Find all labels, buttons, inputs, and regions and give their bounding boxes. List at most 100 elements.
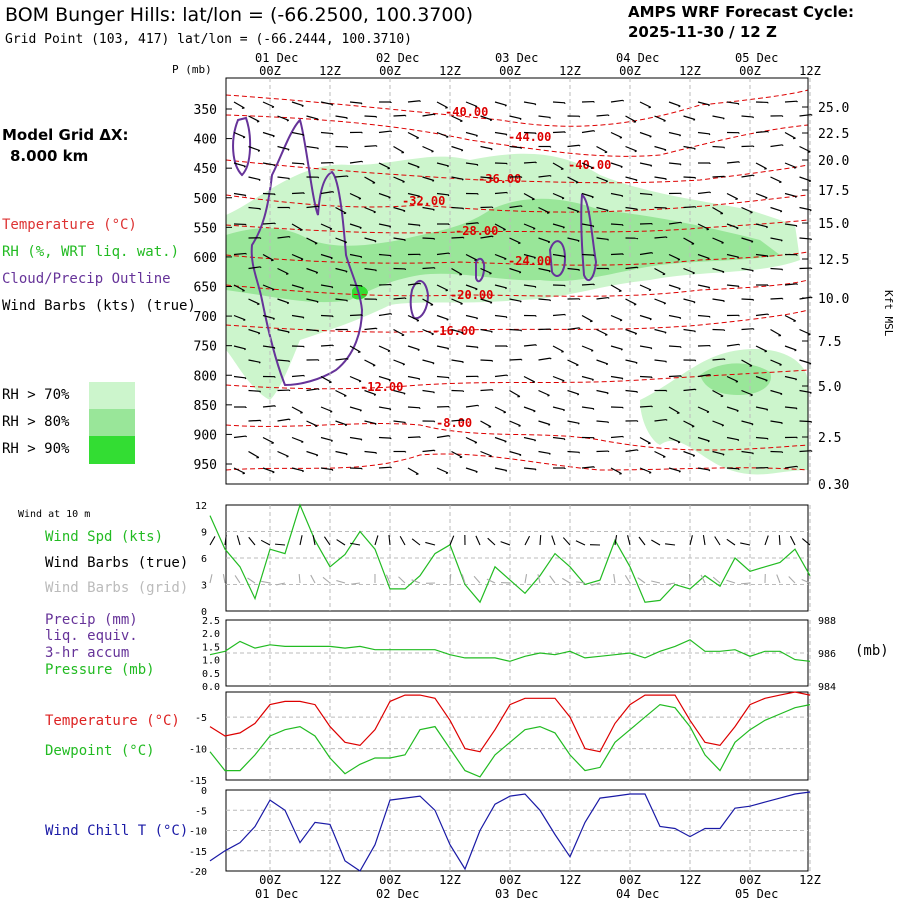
forecast-cycle-value: 2025-11-30 / 12 Z: [628, 23, 777, 41]
wind-barb-shaft: [436, 345, 449, 350]
wind-barb-shaft: [451, 267, 463, 276]
wind-barb-flag: [432, 362, 435, 365]
wind-barb-grid: [666, 582, 676, 586]
wind-barb-shaft: [277, 145, 290, 150]
wind-barb-flag: [794, 166, 797, 169]
wind-barb-flag: [375, 327, 378, 330]
wind-barb-flag: [287, 331, 290, 334]
wind-barb-shaft: [451, 328, 464, 334]
wind-barb-flag: [244, 194, 247, 197]
wind-barb-flag: [736, 227, 739, 230]
wind-barb-shaft: [248, 206, 261, 210]
wind-barb-flag: [431, 333, 434, 336]
wind-barb-shaft: [364, 359, 376, 366]
bottom-hour-label: 00Z: [259, 873, 281, 887]
height-tick-label: 12.5: [818, 253, 849, 268]
wind-barb-flag: [678, 288, 681, 291]
wind-barb-flag: [621, 377, 624, 380]
legend-rh80-swatch: [89, 409, 135, 436]
wind-barb-shaft: [552, 253, 565, 257]
wind-barb-true: [627, 535, 631, 546]
wind-barb-shaft: [277, 450, 289, 457]
wind-barb-flag: [490, 301, 493, 304]
wind-barb-shaft: [277, 298, 290, 304]
wind-barb-flag: [302, 134, 305, 137]
pressure-tick-label: 350: [194, 103, 217, 118]
wind-barb-shaft: [494, 253, 507, 260]
wind-barb-shaft: [538, 206, 550, 214]
pressure-tick-label: 600: [194, 251, 217, 266]
wind-barb-shaft: [320, 253, 333, 259]
wind-barb-shaft: [349, 406, 362, 411]
wind-barb-shaft: [552, 375, 565, 382]
wind-barb-shaft: [683, 176, 696, 179]
wind-barb-shaft: [306, 237, 318, 244]
wind-barb-shaft: [610, 435, 624, 439]
wind-barb-shaft: [349, 284, 363, 287]
precip-tick-label: 2.5: [202, 616, 220, 627]
wind-barb-flag: [534, 439, 537, 442]
wind-barb-shaft: [697, 374, 710, 378]
wind-barb-shaft: [770, 328, 782, 337]
wind-barb-shaft: [451, 115, 463, 122]
pressure-tick-label: 900: [194, 428, 217, 443]
wind-barb-flag: [547, 241, 551, 244]
wind-barb-shaft: [422, 298, 434, 306]
wind-barb-shaft: [567, 450, 580, 453]
wind-barb-shaft: [770, 420, 783, 424]
wind-barb-flag: [593, 130, 596, 132]
wind-barb-shaft: [349, 223, 362, 229]
wind-barb-shaft: [480, 145, 493, 150]
wind-barb-shaft: [335, 298, 348, 302]
wind-barb-shaft: [697, 253, 710, 259]
wind-barb-shaft: [451, 236, 464, 239]
wind-barb-shaft: [465, 131, 478, 137]
wind-barb-true: [801, 538, 811, 546]
wind-barb-flag: [433, 391, 435, 394]
wind-barb-flag: [244, 377, 247, 380]
wind-barb-shaft: [407, 282, 420, 286]
wind-barb-flag: [738, 343, 741, 346]
wind-barb-flag: [258, 179, 261, 182]
bottom-hour-label: 00Z: [619, 873, 641, 887]
height-tick-label: 22.5: [818, 127, 849, 142]
wind-barb-flag: [460, 120, 463, 123]
wind-barb-flag: [663, 120, 666, 122]
wind-barb-flag: [447, 194, 450, 197]
wind-barb-flag: [578, 269, 580, 272]
wind-barb-flag: [752, 174, 755, 177]
pressure-tick-label-right: 986: [818, 649, 836, 660]
wind-barb-flag: [504, 440, 507, 443]
wind-barb-shaft: [596, 389, 609, 394]
wind-barb-grid: [700, 574, 706, 584]
wind-barb-flag: [402, 181, 405, 183]
wind-barb-shaft: [668, 131, 681, 136]
bottom-date-label: 02 Dec: [376, 887, 419, 900]
pressure-tick-label-right: 988: [818, 616, 836, 627]
wind-barb-shaft: [581, 223, 594, 227]
wind-barb-flag: [519, 454, 522, 457]
wind-barb-shaft: [567, 206, 579, 213]
wind-barb-flag: [332, 191, 335, 193]
temperature-contour-label: -20.00: [450, 288, 493, 302]
pressure-line: [209, 639, 811, 662]
wind-barb-flag: [331, 286, 334, 289]
legend-cloud-outline: Cloud/Precip Outline: [2, 271, 171, 287]
wind-barb-flag: [694, 148, 696, 150]
wind-barb-flag: [808, 333, 811, 336]
wind-barb-flag: [271, 106, 275, 109]
wind-barb-shaft: [378, 130, 391, 134]
wind-barb-flag: [288, 236, 291, 238]
wind-barb-shaft: [668, 436, 681, 443]
wind-barb-shaft: [465, 162, 478, 166]
wind-barb-shaft: [567, 327, 580, 331]
wind-barb-shaft: [393, 420, 406, 424]
wind-barb-true: [248, 536, 256, 546]
wind-barb-grid: [247, 577, 256, 584]
wind-barb-true: [487, 537, 496, 546]
wind-barb-shaft: [596, 237, 609, 241]
wind-barb-shaft: [610, 99, 623, 103]
wind-barb-flag: [417, 349, 420, 352]
temperature-contour-label: -28.00: [455, 224, 498, 238]
wind-barb-grid: [310, 574, 316, 584]
